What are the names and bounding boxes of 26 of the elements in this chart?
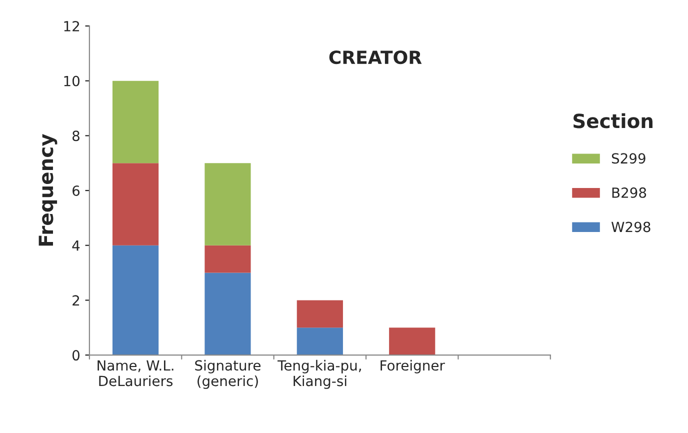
y-tick-label: 12 [64,20,80,32]
bar [204,163,251,246]
legend-label: S299 [612,153,646,164]
legend-title: Section [574,113,652,128]
y-tick-label: 0 [72,350,80,361]
legend-label: W298 [611,222,650,232]
bar [296,328,343,356]
x-tick-label: Signature (generic) [195,360,260,389]
bar [204,245,251,273]
y-tick-label: 8 [72,130,80,142]
legend-label: B298 [612,187,646,198]
bar [389,328,436,356]
x-tick-label: Name, W.L. DeLauriers [98,360,174,386]
bar [112,245,159,356]
bar [112,80,159,164]
y-tick-label: 10 [64,76,80,86]
y-tick-label: 4 [72,240,80,251]
x-tick-label: Teng-kia-pu, Kiang-si [278,360,361,389]
y-tick-label: 6 [72,185,80,196]
bar [296,300,343,328]
bar [112,163,159,246]
text: CREATOR [329,50,422,64]
bar [204,272,251,356]
x-tick-label: Foreigner [380,360,445,374]
y-tick-label: 2 [72,295,80,306]
y-axis-title: Frequency [38,134,58,246]
